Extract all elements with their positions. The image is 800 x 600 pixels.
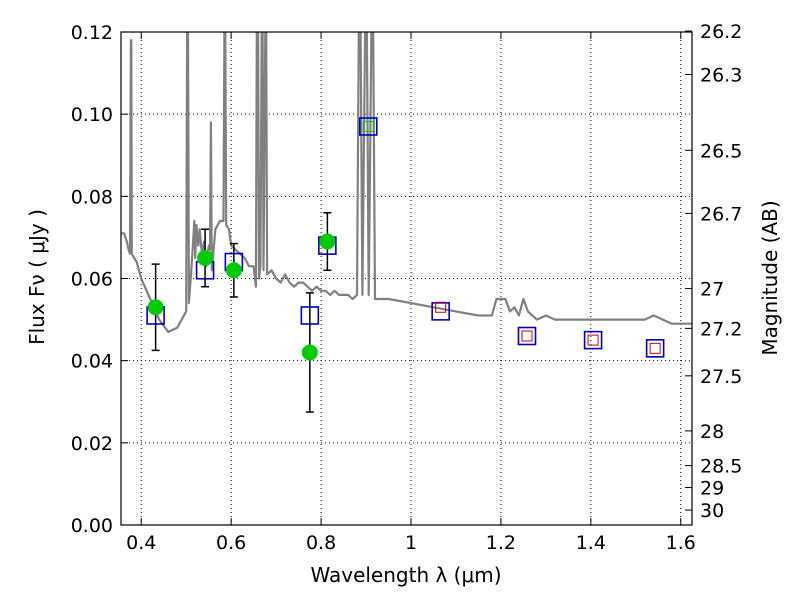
observed-photometry-point <box>301 344 318 361</box>
right-axis-label: Magnitude (AB) <box>758 200 782 355</box>
y-tick-label: 0.06 <box>71 269 113 291</box>
observed-photometry-point <box>197 249 214 266</box>
y-tick-label: 0.02 <box>71 433 113 455</box>
y-tick-label: 0.08 <box>71 186 113 208</box>
plot-area <box>121 32 692 413</box>
right-tick-label: 28.5 <box>700 456 742 478</box>
x-tick-label: 1.4 <box>576 532 606 554</box>
small-photometry-square <box>649 342 661 354</box>
small-photometry-square <box>362 120 374 132</box>
x-tick-label: 1.2 <box>486 532 516 554</box>
y-tick-label: 0.04 <box>71 351 113 373</box>
right-tick-label: 26.2 <box>700 21 742 43</box>
x-tick-label: 0.6 <box>216 532 246 554</box>
y-axis-label: Flux Fν ( μJy ) <box>25 209 49 345</box>
observed-photometry-point <box>147 299 164 316</box>
small-photometry-square <box>587 334 599 346</box>
right-tick-label: 26.7 <box>700 203 742 225</box>
observed-photometry-point <box>319 233 336 250</box>
right-tick-label: 30 <box>700 500 724 522</box>
right-tick-label: 27.2 <box>700 318 742 340</box>
y-tick-label: 0.00 <box>71 515 113 537</box>
y-tick-label: 0.12 <box>71 22 113 44</box>
observed-photometry-point <box>225 262 242 279</box>
x-axis-label: Wavelength λ (μm) <box>310 563 501 587</box>
right-tick-label: 29 <box>700 478 724 500</box>
small-photometry-square <box>521 330 533 342</box>
model-photometry-square <box>517 326 537 346</box>
right-tick-label: 27.5 <box>700 366 742 388</box>
model-photometry-square <box>583 330 603 350</box>
x-tick-label: 0.8 <box>306 532 336 554</box>
right-tick-label: 27 <box>700 279 724 301</box>
small-photometry-square <box>435 301 447 313</box>
axes: 0.4 0.6 0.8 1 1.2 1.4 1.6 0.00 0.02 0.04 0.06 0.08 0… <box>71 21 743 554</box>
model-photometry-square <box>645 339 665 358</box>
model-photometry-square <box>431 302 450 321</box>
right-tick-label: 28 <box>700 421 724 443</box>
right-tick-label: 26.3 <box>700 65 742 87</box>
right-tick-label: 26.5 <box>700 140 742 162</box>
x-tick-label: 1 <box>405 532 417 554</box>
x-tick-label: 0.4 <box>126 532 156 554</box>
y-tick-label: 0.10 <box>71 104 113 126</box>
spectrum-line <box>121 32 692 333</box>
x-tick-label: 1.6 <box>666 532 696 554</box>
model-photometry-square <box>358 117 378 136</box>
